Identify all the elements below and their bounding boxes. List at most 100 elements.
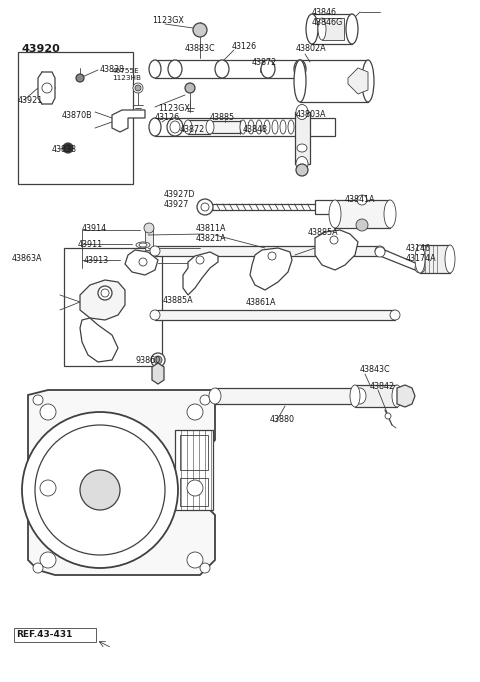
- Bar: [180, 435, 208, 470]
- Bar: [212, 121, 240, 133]
- Polygon shape: [28, 390, 215, 575]
- Circle shape: [154, 356, 162, 364]
- Ellipse shape: [354, 388, 366, 404]
- Text: 43126: 43126: [232, 42, 257, 51]
- Text: 43838: 43838: [52, 145, 77, 154]
- Bar: [145, 228, 153, 250]
- Bar: [322, 18, 344, 40]
- Ellipse shape: [184, 120, 192, 134]
- Text: 43846
43846G: 43846 43846G: [312, 8, 343, 27]
- Text: 43885A: 43885A: [163, 296, 193, 305]
- Polygon shape: [152, 363, 164, 384]
- Ellipse shape: [362, 60, 374, 102]
- Polygon shape: [38, 72, 55, 104]
- Ellipse shape: [209, 388, 221, 404]
- Ellipse shape: [256, 120, 262, 134]
- Ellipse shape: [168, 60, 182, 78]
- Ellipse shape: [101, 289, 109, 297]
- Circle shape: [357, 195, 367, 205]
- Ellipse shape: [375, 247, 385, 257]
- Text: 43872: 43872: [252, 58, 277, 67]
- Text: 1123GX: 1123GX: [158, 104, 190, 113]
- Text: REF.43-431: REF.43-431: [16, 630, 72, 639]
- Text: 43802A: 43802A: [296, 44, 326, 53]
- Circle shape: [268, 252, 276, 260]
- Bar: [355, 385, 397, 407]
- Ellipse shape: [415, 245, 425, 273]
- Circle shape: [200, 395, 210, 405]
- Text: 43920: 43920: [22, 44, 61, 54]
- Polygon shape: [348, 68, 368, 94]
- Polygon shape: [315, 230, 358, 270]
- Circle shape: [40, 404, 56, 420]
- Bar: [420, 245, 450, 273]
- Bar: [335, 200, 390, 228]
- Text: 43842: 43842: [370, 382, 395, 391]
- Polygon shape: [80, 280, 125, 320]
- Circle shape: [193, 23, 207, 37]
- Circle shape: [42, 83, 52, 93]
- Polygon shape: [183, 252, 218, 295]
- Polygon shape: [125, 250, 158, 275]
- Circle shape: [196, 256, 204, 264]
- Circle shape: [151, 353, 165, 367]
- Ellipse shape: [150, 246, 160, 256]
- Circle shape: [187, 480, 203, 496]
- Bar: [315, 200, 333, 214]
- Text: 43911: 43911: [78, 240, 103, 249]
- Bar: [14, 628, 96, 642]
- Circle shape: [330, 236, 338, 244]
- Polygon shape: [112, 110, 145, 132]
- Ellipse shape: [392, 385, 402, 407]
- Circle shape: [296, 164, 308, 176]
- Bar: [180, 478, 208, 506]
- Bar: [175, 430, 213, 510]
- Text: 43811A
43821A: 43811A 43821A: [196, 224, 227, 243]
- Text: 43927D
43927: 43927D 43927: [164, 190, 195, 209]
- Circle shape: [135, 85, 141, 91]
- Ellipse shape: [375, 246, 385, 256]
- Bar: [295, 112, 310, 164]
- Polygon shape: [80, 318, 118, 362]
- Circle shape: [33, 395, 43, 405]
- Ellipse shape: [318, 18, 326, 40]
- Text: 43885: 43885: [210, 113, 235, 122]
- Circle shape: [185, 83, 195, 93]
- Ellipse shape: [139, 243, 147, 247]
- Text: 43126: 43126: [155, 113, 180, 122]
- Bar: [155, 246, 380, 256]
- Ellipse shape: [149, 118, 161, 136]
- Ellipse shape: [261, 60, 275, 78]
- Ellipse shape: [167, 118, 183, 136]
- Text: 43872: 43872: [180, 125, 205, 134]
- Circle shape: [80, 470, 120, 510]
- Ellipse shape: [294, 60, 306, 102]
- Text: 43146
43174A: 43146 43174A: [406, 244, 437, 263]
- Circle shape: [144, 223, 154, 233]
- Ellipse shape: [415, 263, 425, 273]
- Circle shape: [385, 413, 391, 419]
- Polygon shape: [397, 385, 415, 407]
- Ellipse shape: [296, 156, 308, 171]
- Text: 43870B: 43870B: [62, 111, 93, 120]
- Ellipse shape: [350, 385, 360, 407]
- Circle shape: [76, 74, 84, 82]
- Text: 43883C: 43883C: [185, 44, 216, 53]
- Text: 43848: 43848: [243, 125, 268, 134]
- Bar: [18, 52, 133, 184]
- Text: 43913: 43913: [84, 256, 109, 265]
- Ellipse shape: [445, 245, 455, 273]
- Ellipse shape: [390, 310, 400, 320]
- Ellipse shape: [272, 120, 278, 134]
- Ellipse shape: [264, 120, 270, 134]
- Ellipse shape: [98, 286, 112, 300]
- Ellipse shape: [346, 14, 358, 44]
- Bar: [155, 118, 335, 136]
- Bar: [155, 60, 300, 78]
- Circle shape: [22, 412, 178, 568]
- Text: 43803A: 43803A: [296, 110, 326, 119]
- Ellipse shape: [288, 120, 294, 134]
- Circle shape: [197, 199, 213, 215]
- Ellipse shape: [240, 120, 246, 134]
- Polygon shape: [250, 248, 292, 290]
